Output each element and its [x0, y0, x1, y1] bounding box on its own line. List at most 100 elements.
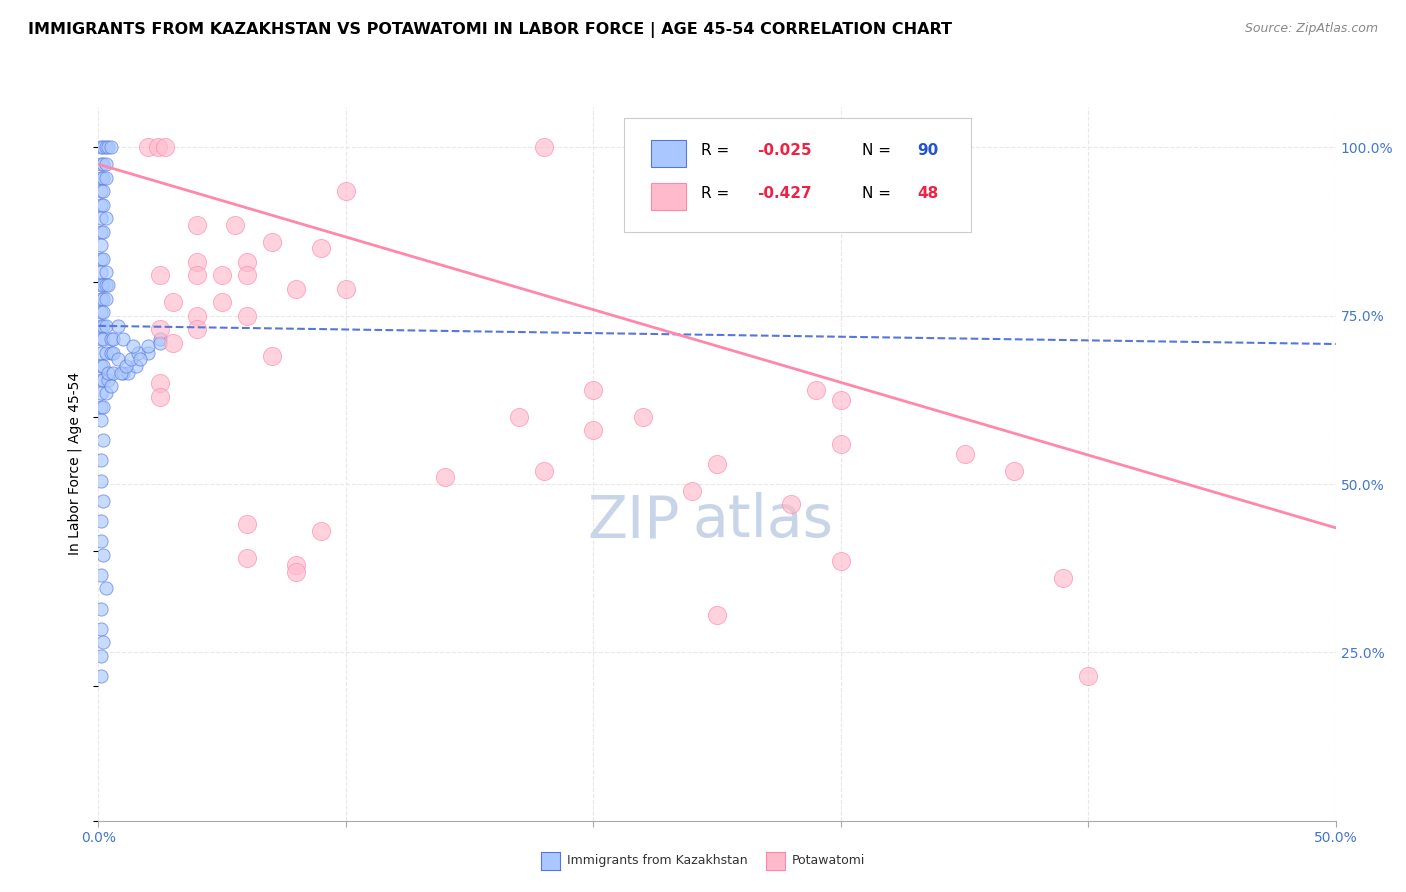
Point [93, 292, 115, 306]
Point [90, 252, 112, 266]
Point [93, 140, 115, 154]
Point [90, 386, 112, 401]
Point [90, 669, 112, 683]
Point [706, 608, 728, 623]
Point [260, 349, 283, 363]
Point [186, 268, 208, 283]
Point [90, 170, 112, 185]
Point [582, 383, 605, 397]
Point [90, 453, 112, 467]
Point [90, 292, 112, 306]
Point [120, 352, 142, 367]
Point [582, 423, 605, 437]
Point [236, 551, 259, 566]
Point [90, 238, 112, 252]
Point [533, 140, 555, 154]
Point [149, 376, 172, 390]
Text: R =: R = [702, 186, 734, 201]
FancyBboxPatch shape [651, 140, 686, 167]
Point [93, 494, 115, 508]
Point [90, 184, 112, 198]
Point [90, 514, 112, 528]
Point [90, 622, 112, 636]
Point [90, 197, 112, 211]
Point [117, 366, 139, 380]
Point [804, 383, 827, 397]
Point [236, 255, 259, 269]
Point [335, 184, 357, 198]
FancyBboxPatch shape [651, 183, 686, 210]
Point [508, 409, 530, 424]
Point [149, 322, 172, 336]
Point [309, 524, 332, 538]
Point [90, 534, 112, 549]
Point [110, 366, 132, 380]
Point [97, 373, 120, 387]
Point [146, 140, 169, 154]
Point [107, 352, 129, 367]
Text: atlas: atlas [692, 492, 834, 549]
Point [681, 483, 703, 498]
Point [224, 218, 246, 232]
Point [94, 265, 117, 279]
Point [285, 565, 308, 579]
Point [103, 366, 125, 380]
Text: N =: N = [862, 186, 896, 201]
Text: R =: R = [702, 143, 734, 158]
Point [93, 318, 115, 333]
Point [90, 373, 112, 387]
Point [533, 464, 555, 478]
Point [433, 470, 456, 484]
Point [149, 390, 172, 404]
Point [93, 225, 115, 239]
Point [127, 345, 149, 359]
Point [90, 140, 112, 154]
FancyBboxPatch shape [624, 118, 970, 232]
Text: IMMIGRANTS FROM KAZAKHSTAN VS POTAWATOMI IN LABOR FORCE | AGE 45-54 CORRELATION : IMMIGRANTS FROM KAZAKHSTAN VS POTAWATOMI… [28, 22, 952, 38]
Point [236, 517, 259, 532]
Point [94, 170, 117, 185]
Point [309, 241, 332, 255]
Point [830, 554, 852, 568]
Point [90, 225, 112, 239]
Text: 48: 48 [918, 186, 939, 201]
Point [112, 332, 135, 346]
Point [236, 309, 259, 323]
Point [94, 318, 117, 333]
Point [94, 140, 117, 154]
Point [93, 332, 115, 346]
Point [112, 366, 135, 380]
Point [90, 211, 112, 226]
Point [90, 345, 112, 359]
Point [1077, 669, 1099, 683]
Point [93, 400, 115, 414]
Point [93, 434, 115, 448]
Point [90, 413, 112, 427]
Point [162, 295, 184, 310]
Text: ZIP: ZIP [588, 492, 681, 549]
Point [90, 474, 112, 488]
Point [93, 373, 115, 387]
Point [211, 295, 233, 310]
Point [155, 140, 177, 154]
Point [162, 335, 184, 350]
Point [149, 335, 172, 350]
Point [93, 359, 115, 374]
Point [186, 322, 208, 336]
Point [94, 211, 117, 226]
Point [97, 140, 120, 154]
Text: N =: N = [862, 143, 896, 158]
Point [211, 268, 233, 283]
Point [94, 292, 117, 306]
Text: Potawatomi: Potawatomi [792, 855, 865, 867]
Point [706, 457, 728, 471]
Point [100, 140, 122, 154]
Point [94, 278, 117, 293]
Point [93, 252, 115, 266]
Point [236, 268, 259, 283]
Point [285, 282, 308, 296]
Point [103, 345, 125, 359]
Point [90, 601, 112, 615]
Point [631, 409, 654, 424]
Point [90, 157, 112, 171]
